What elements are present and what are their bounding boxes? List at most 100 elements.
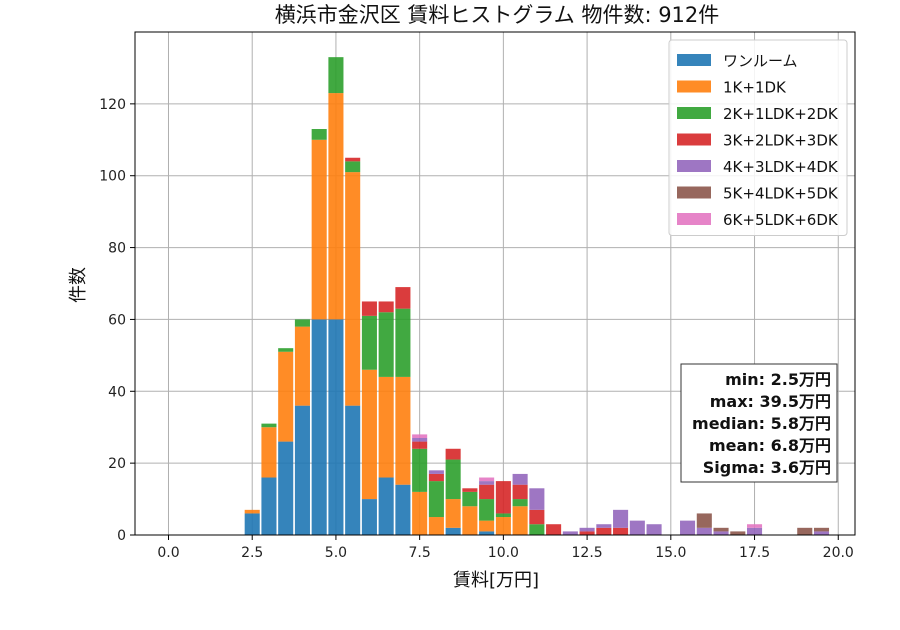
y-axis-ticks: 0 20 40 60 80 100 120 [99, 97, 135, 544]
bar-segment-s5-bin-16.5 [713, 527, 729, 532]
x-tick-label: 0.0 [157, 545, 179, 561]
bar-segment-s1-bin-7.5 [412, 491, 428, 535]
bar-segment-s4-bin-16.5 [713, 531, 729, 535]
bar-segment-s3-bin-13.5 [613, 527, 629, 535]
bar-segment-s4-bin-14.5 [646, 524, 662, 535]
bar-segment-s3-bin-12.5 [579, 531, 595, 535]
bar-segment-s1-bin-10 [495, 517, 511, 535]
stats-box: min: 2.5万円 max: 39.5万円 median: 5.8万円 mean: … [680, 363, 838, 483]
x-tick-label: 20.0 [823, 545, 854, 561]
bar-segment-s0-bin-5.5 [345, 405, 361, 535]
bar-segment-s0-bin-4.5 [311, 319, 327, 535]
bar-segment-s4-bin-13.5 [613, 509, 629, 528]
bar-segment-s4-bin-17.5 [747, 527, 763, 535]
bar-segment-s1-bin-2.5 [244, 509, 260, 514]
bar-segment-s3-bin-8 [428, 473, 444, 482]
bar-segment-s2-bin-10 [495, 513, 511, 518]
bar-segment-s3-bin-7 [395, 287, 411, 309]
bar-segment-s3-bin-7.5 [412, 441, 428, 449]
bar-segment-s5-bin-19 [797, 527, 813, 535]
bar-segment-s1-bin-10.5 [512, 506, 528, 535]
stats-line: median: 5.8万円 [692, 414, 831, 433]
bar-segment-s2-bin-6 [361, 315, 377, 370]
x-tick-label: 15.0 [655, 545, 686, 561]
bar-segment-s3-bin-9 [462, 488, 478, 492]
legend-swatch [677, 80, 711, 93]
x-tick-label: 10.0 [488, 545, 519, 561]
bar-segment-s2-bin-5.5 [345, 161, 361, 173]
bar-segment-s6-bin-9.5 [479, 477, 495, 482]
bar-segment-s1-bin-5 [328, 93, 344, 320]
stats-line: Sigma: 3.6万円 [703, 458, 831, 477]
bar-segment-s2-bin-5 [328, 57, 344, 94]
legend-swatch [677, 133, 711, 146]
bar-segment-s4-bin-10.5 [512, 473, 528, 485]
bar-segment-s4-bin-16 [696, 527, 712, 535]
bar-segment-s3-bin-6 [361, 301, 377, 316]
bar-segment-s5-bin-17 [730, 531, 746, 535]
bar-segment-s2-bin-10.5 [512, 499, 528, 507]
x-tick-label: 7.5 [409, 545, 431, 561]
bar-segment-s3-bin-5.5 [345, 157, 361, 162]
bar-segment-s1-bin-4 [294, 326, 310, 406]
bar-segment-s3-bin-10.5 [512, 484, 528, 500]
bar-segment-s1-bin-9 [462, 506, 478, 535]
legend-label: 2K+1LDK+2DK [723, 105, 839, 123]
bar-segment-s1-bin-9.5 [479, 520, 495, 532]
bar-segment-s1-bin-7 [395, 376, 411, 485]
legend-swatch [677, 186, 711, 199]
legend-label: 4K+3LDK+4DK [723, 158, 839, 176]
bar-segment-s0-bin-3 [261, 477, 277, 535]
legend-label: 6K+5LDK+6DK [723, 211, 839, 229]
x-tick-label: 12.5 [572, 545, 603, 561]
bar-segment-s4-bin-13 [596, 524, 612, 528]
bar-segment-s1-bin-3 [261, 427, 277, 478]
y-axis-label: 件数 [68, 267, 89, 303]
bar-segment-s0-bin-9.5 [479, 531, 495, 535]
stats-line: min: 2.5万円 [725, 370, 831, 389]
legend-swatch [677, 54, 711, 66]
y-tick-label: 60 [108, 312, 126, 328]
legend-label: ワンルーム [723, 52, 798, 70]
stats-line: max: 39.5万円 [710, 392, 831, 411]
bar-segment-s2-bin-8 [428, 481, 444, 518]
y-tick-label: 40 [108, 384, 126, 400]
bar-segment-s1-bin-8 [428, 517, 444, 535]
bar-segment-s3-bin-11.5 [546, 524, 562, 535]
bar-segment-s1-bin-6 [361, 369, 377, 500]
bar-segment-s2-bin-3.5 [278, 348, 294, 352]
bar-segment-s1-bin-8.5 [445, 499, 461, 528]
y-tick-label: 20 [108, 456, 126, 472]
bar-segment-s0-bin-6 [361, 499, 377, 535]
y-tick-label: 120 [99, 97, 126, 113]
bar-segment-s6-bin-17.5 [747, 524, 763, 528]
bar-segment-s2-bin-9.5 [479, 499, 495, 521]
bar-segment-s3-bin-9.5 [479, 484, 495, 500]
bar-segment-s2-bin-6.5 [378, 312, 394, 377]
legend-swatch [677, 160, 711, 172]
legend-label: 3K+2LDK+3DK [723, 132, 839, 150]
bar-segment-s2-bin-7 [395, 308, 411, 377]
bar-segment-s6-bin-7.5 [412, 434, 428, 438]
bar-segment-s2-bin-4 [294, 319, 310, 327]
chart-title: 横浜市金沢区 賃料ヒストグラム 物件数: 912件 [275, 3, 720, 27]
bar-segment-s4-bin-12 [562, 531, 578, 535]
bar-segment-s0-bin-2.5 [244, 513, 260, 535]
plot-frame [134, 31, 856, 536]
bar-segment-s4-bin-11 [529, 488, 545, 510]
legend-swatch [677, 213, 711, 225]
bar-segment-s2-bin-8.5 [445, 459, 461, 500]
y-tick-label: 100 [99, 169, 126, 185]
y-tick-label: 0 [117, 528, 126, 544]
bar-segment-s0-bin-8.5 [445, 527, 461, 535]
legend-frame [668, 39, 848, 236]
bar-segment-s3-bin-6.5 [378, 301, 394, 313]
bar-segment-s4-bin-9.5 [479, 481, 495, 485]
bar-segment-s1-bin-5.5 [345, 172, 361, 406]
bar-segment-s4-bin-8 [428, 470, 444, 474]
x-axis-label: 賃料[万円] [453, 570, 539, 591]
x-axis-ticks: 0.0 2.5 5.0 7.5 10.0 12.5 15.0 17.5 20.0 [157, 535, 854, 561]
bar-segment-s1-bin-6.5 [378, 376, 394, 478]
bar-segment-s5-bin-19.5 [813, 527, 830, 532]
